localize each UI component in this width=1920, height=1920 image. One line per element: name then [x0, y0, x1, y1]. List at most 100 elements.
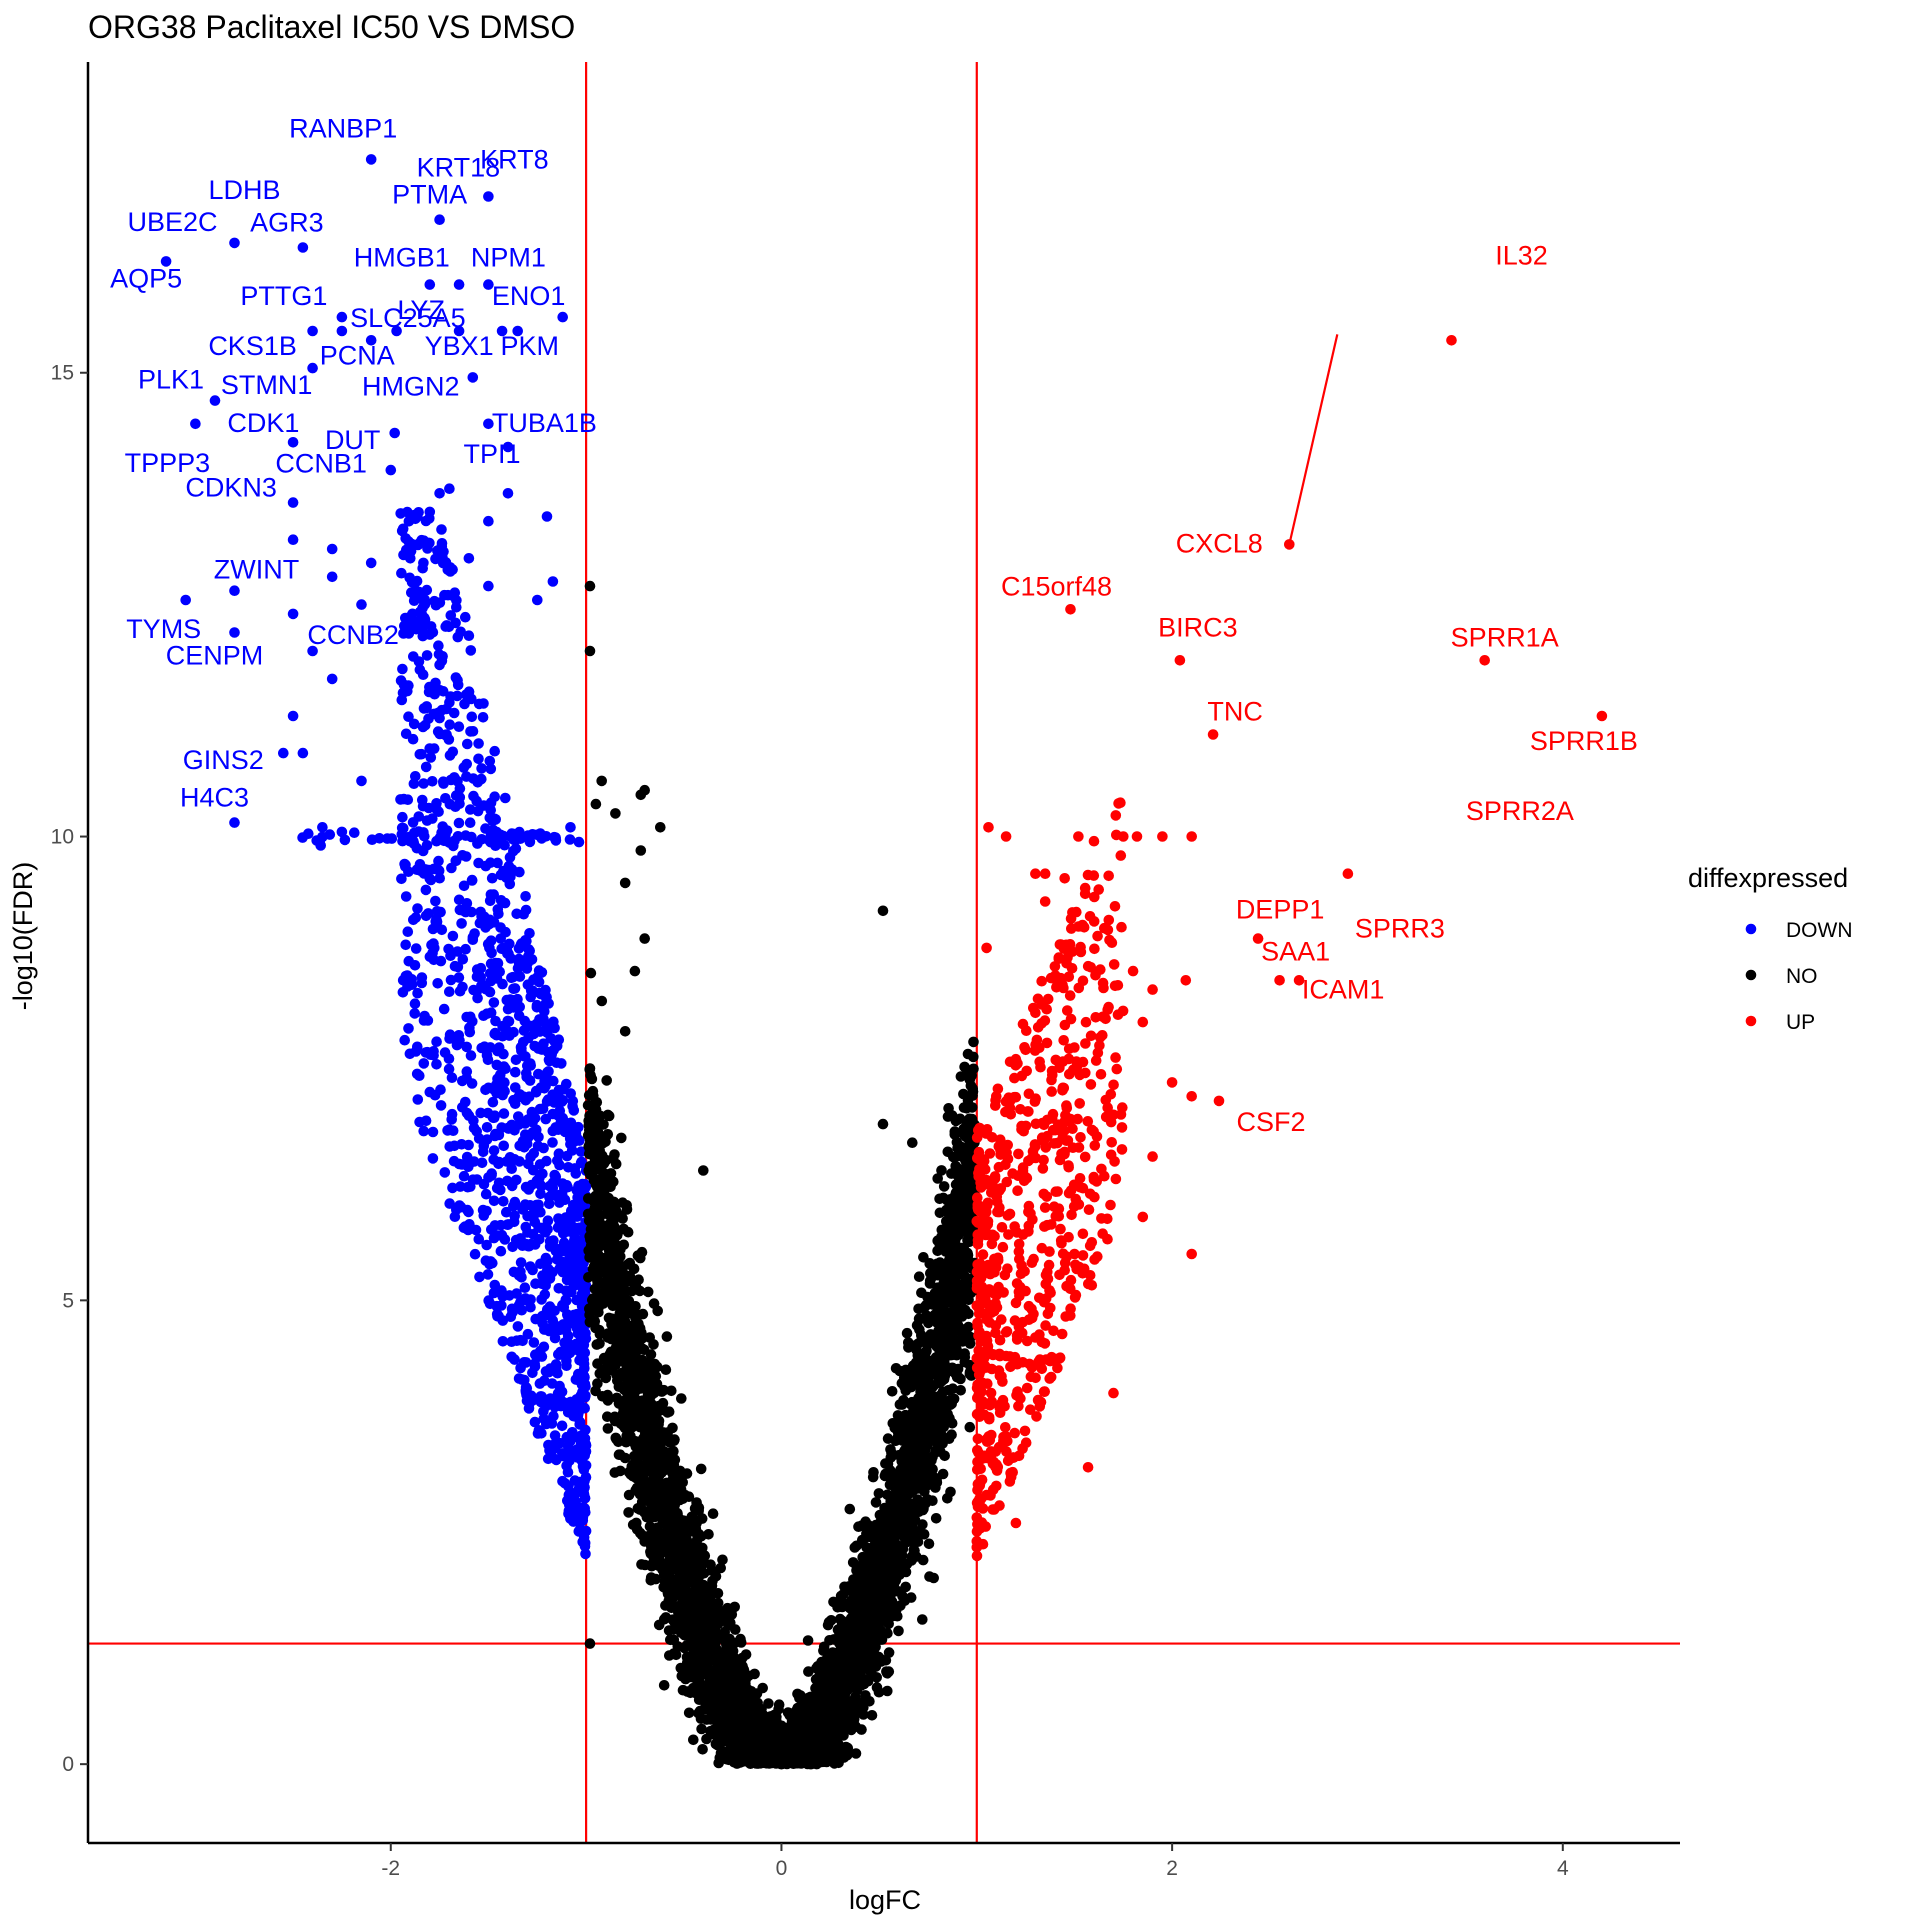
point-down	[454, 985, 466, 997]
point-down	[513, 957, 525, 968]
point-down	[436, 538, 448, 549]
point-down	[410, 912, 422, 923]
point-no	[946, 1429, 957, 1440]
point-down	[414, 1070, 425, 1081]
point-down	[496, 1300, 507, 1311]
point-down	[502, 947, 513, 958]
point-down	[577, 1536, 588, 1548]
point-down	[487, 1111, 498, 1122]
point-no	[836, 1601, 848, 1613]
point-no	[645, 1575, 657, 1586]
point-down	[562, 1181, 573, 1193]
point-down	[497, 1020, 508, 1032]
point-down	[544, 1445, 555, 1456]
point-down	[538, 1142, 549, 1154]
point-down	[430, 553, 441, 565]
point-down	[466, 711, 478, 723]
point-down	[444, 1029, 456, 1040]
point-down	[438, 1003, 450, 1015]
point-down	[447, 930, 459, 942]
point-down	[403, 1023, 414, 1034]
point-down	[229, 627, 240, 638]
point-down	[557, 1399, 569, 1411]
point-down	[512, 325, 523, 337]
point-down	[460, 851, 472, 862]
point-no	[885, 1465, 896, 1476]
point-down	[510, 843, 522, 854]
point-no	[602, 1423, 614, 1434]
point-down	[552, 1222, 564, 1233]
point-down	[564, 834, 576, 845]
point-down	[575, 1310, 587, 1322]
point-down	[561, 1078, 572, 1090]
point-down	[492, 957, 504, 969]
point-down	[478, 1210, 490, 1221]
point-down	[545, 1033, 557, 1044]
point-down	[477, 1146, 489, 1158]
chart-title: ORG38 Paclitaxel IC50 VS DMSO	[88, 9, 575, 45]
point-down	[460, 611, 471, 623]
point-down	[461, 771, 472, 782]
point-down	[565, 822, 576, 833]
point-no	[705, 1714, 717, 1725]
point-no	[696, 1723, 707, 1735]
point-down	[509, 1196, 521, 1208]
point-down	[562, 1311, 574, 1322]
point-down	[397, 523, 409, 535]
point-down	[519, 1199, 531, 1210]
point-no	[683, 1707, 695, 1719]
point-down	[506, 1351, 517, 1363]
point-down	[493, 1156, 505, 1168]
point-no	[964, 1421, 976, 1433]
point-down	[449, 1140, 460, 1152]
point-down	[491, 973, 503, 984]
point-down	[538, 1038, 549, 1049]
point-no	[715, 1562, 726, 1574]
point-down	[462, 738, 473, 750]
point-no	[968, 1036, 979, 1048]
point-down	[542, 1215, 554, 1226]
point-down	[571, 1256, 583, 1267]
point-down	[180, 594, 191, 606]
point-down	[433, 855, 444, 867]
point-no	[958, 1123, 970, 1135]
point-no	[936, 1165, 947, 1176]
point-down	[449, 835, 460, 847]
point-down	[488, 1287, 500, 1299]
point-down	[404, 835, 416, 847]
point-no	[622, 1226, 634, 1238]
point-down	[423, 537, 434, 549]
point-down	[452, 631, 464, 643]
point-down	[434, 659, 445, 671]
point-down	[533, 976, 545, 988]
point-down	[461, 1151, 473, 1163]
point-down	[424, 279, 436, 290]
point-down	[554, 1197, 565, 1208]
point-down	[540, 1280, 551, 1291]
point-down	[493, 1177, 505, 1189]
points-no	[582, 580, 980, 1770]
point-down	[548, 1075, 559, 1087]
point-down	[399, 858, 410, 870]
point-down	[561, 1448, 572, 1460]
point-down	[476, 834, 488, 845]
point-down	[463, 1139, 474, 1151]
point-down	[453, 325, 465, 337]
point-down	[484, 755, 496, 767]
point-down	[444, 562, 456, 573]
point-down	[556, 1058, 567, 1069]
point-down	[553, 1283, 565, 1294]
point-down	[488, 917, 500, 928]
point-down	[441, 620, 453, 631]
point-no	[587, 1085, 599, 1097]
point-down	[575, 1146, 587, 1157]
point-down	[466, 906, 477, 918]
point-down	[408, 778, 420, 789]
point-down	[409, 998, 421, 1009]
point-down	[465, 1050, 477, 1061]
point-down	[190, 418, 201, 430]
point-down	[573, 836, 585, 848]
point-down	[483, 1295, 495, 1306]
point-down	[483, 191, 494, 202]
point-down	[529, 1416, 541, 1428]
